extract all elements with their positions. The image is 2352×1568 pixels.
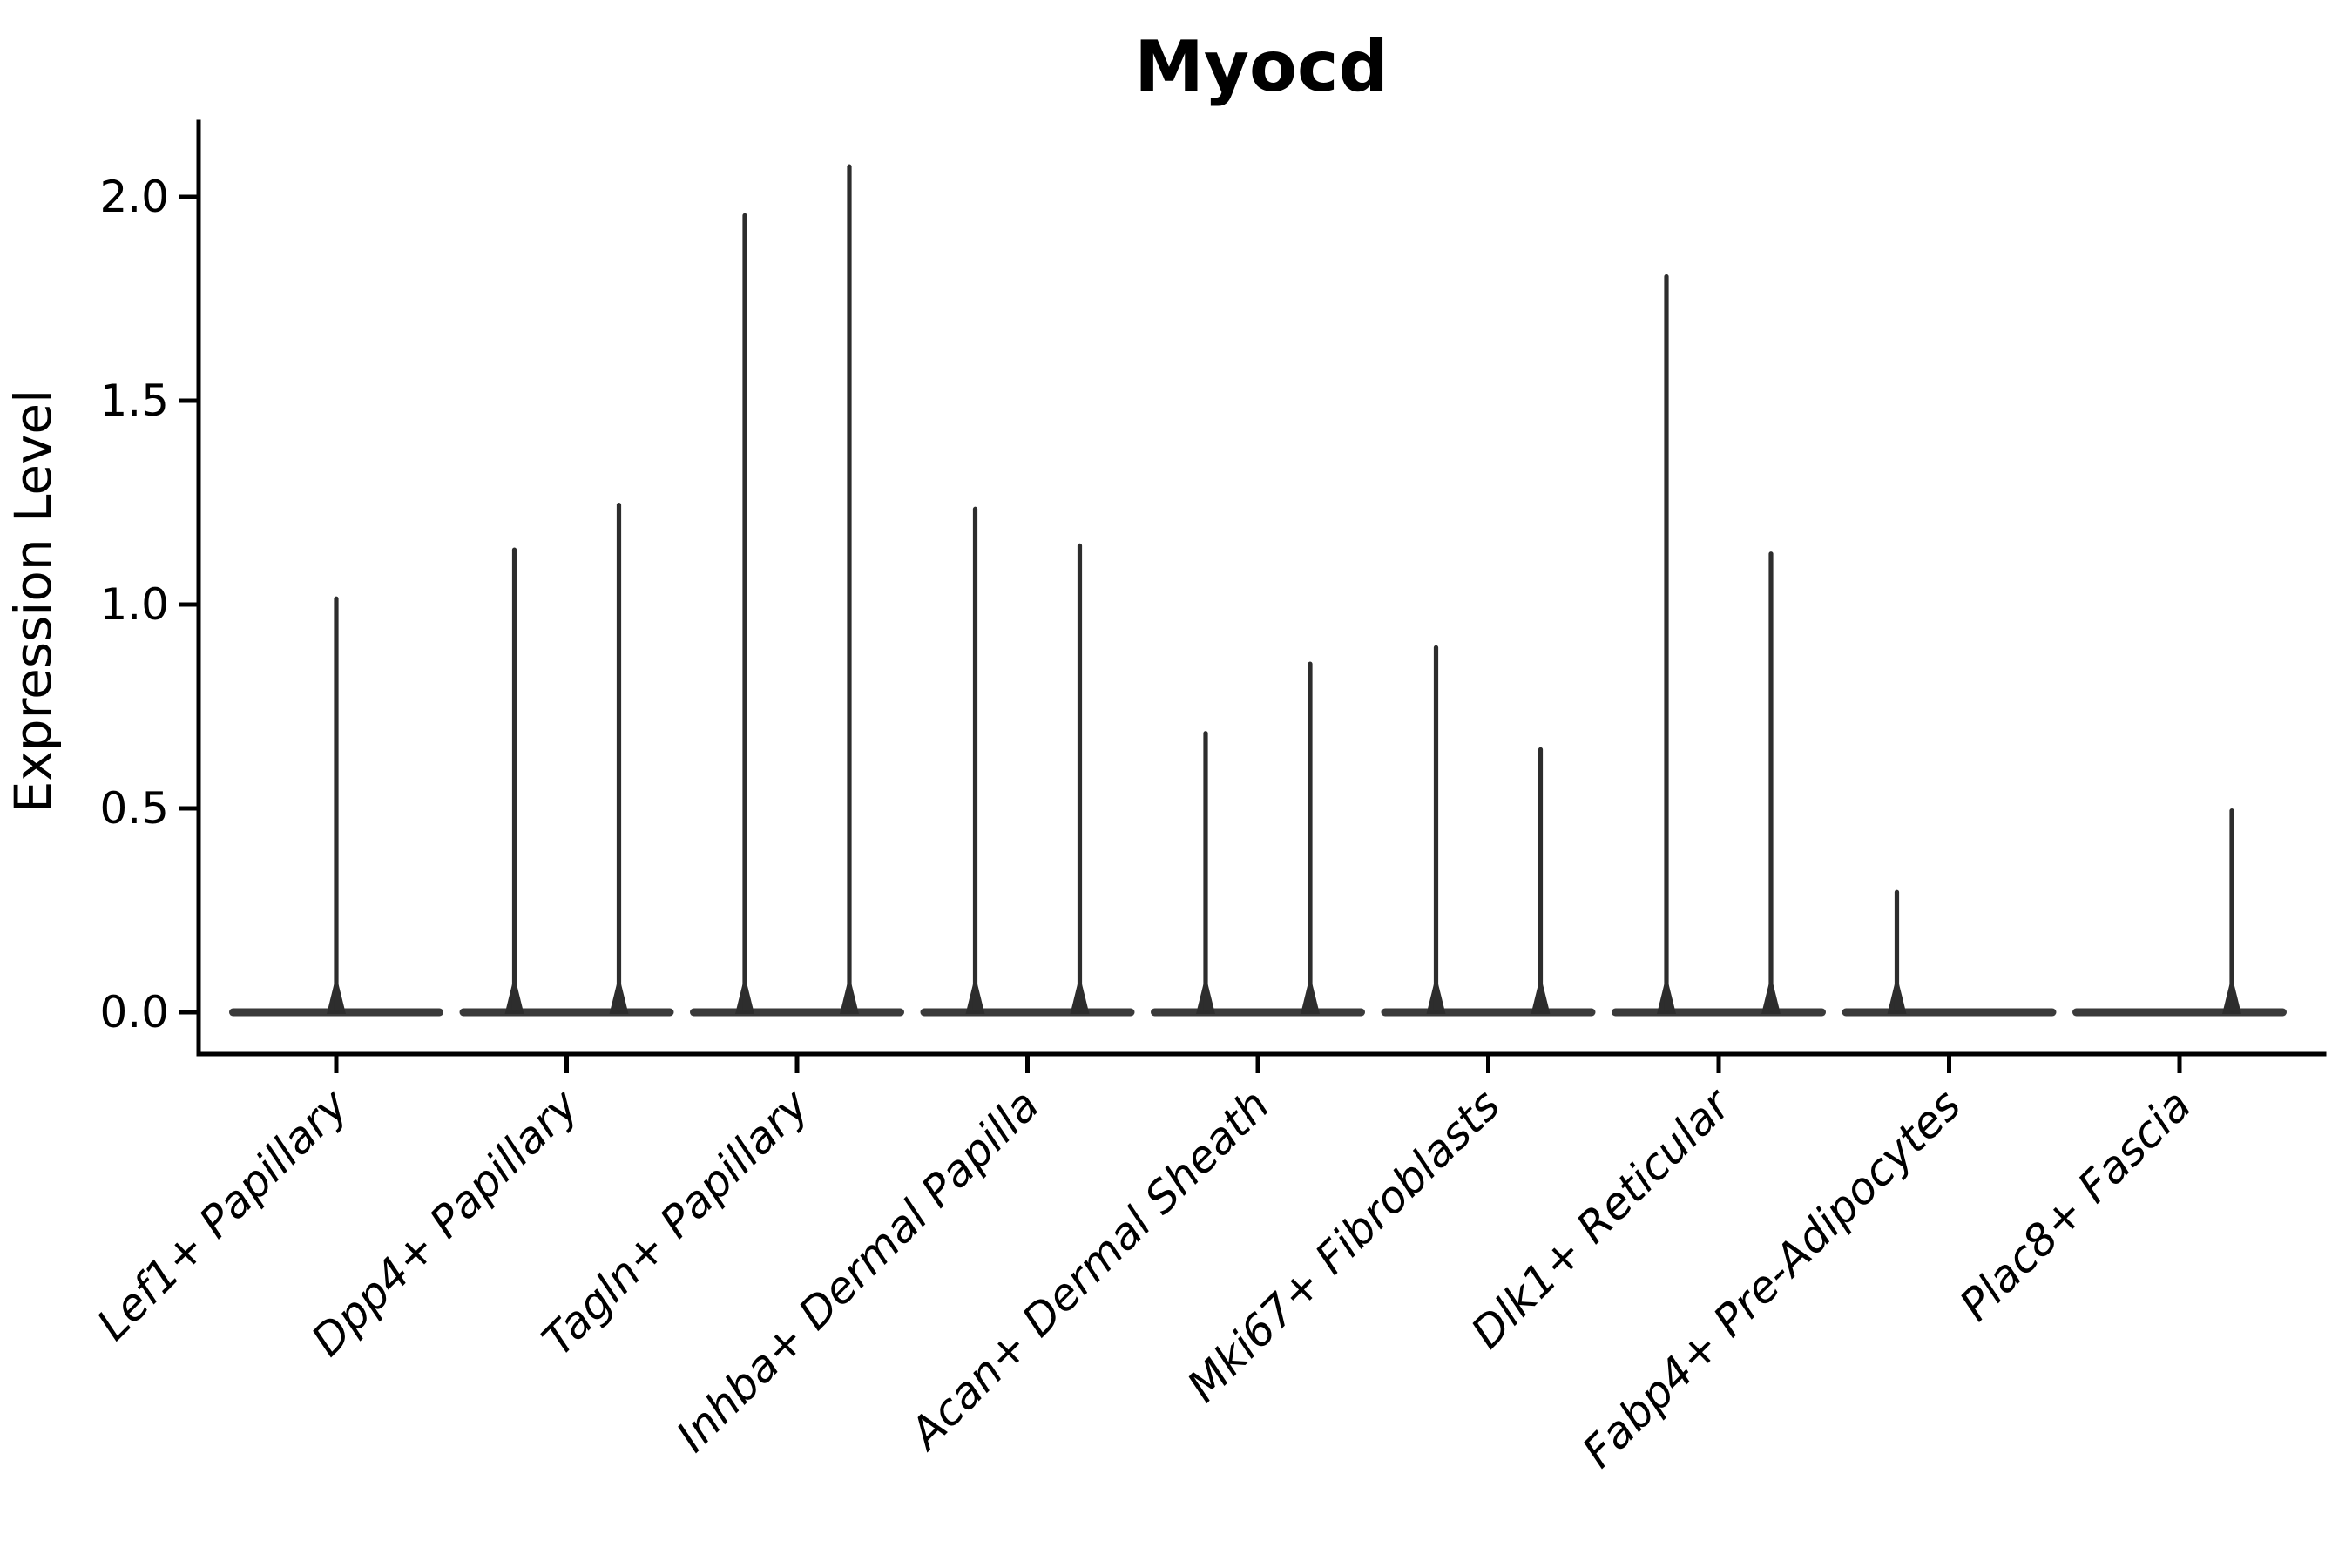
violin-baseline: [1151, 1008, 1365, 1017]
violin-spike: [1308, 661, 1313, 1012]
violin-group: [1612, 274, 1826, 1017]
violin-spike: [1203, 731, 1208, 1012]
y-tick-label: 0.0: [99, 987, 169, 1037]
x-tick-label: Lef1+ Papillary: [87, 1078, 358, 1349]
violin-group: [1151, 661, 1365, 1017]
violin-layer: [229, 164, 2287, 1017]
violin-group: [229, 596, 443, 1017]
y-tick-label: 1.5: [99, 375, 169, 426]
y-tick-label: 0.5: [99, 783, 169, 834]
x-tick-label: Plac8+ Fascia: [1950, 1079, 2201, 1330]
violin-group: [1842, 889, 2057, 1017]
violin-baseline: [920, 1008, 1135, 1017]
y-tick-label: 2.0: [99, 172, 169, 222]
x-tick-label: Inhba+ Dermal Papilla: [667, 1079, 1049, 1461]
violin-group: [1381, 645, 1596, 1017]
violin-baseline: [2072, 1008, 2287, 1017]
violin-group: [920, 506, 1135, 1017]
violin-spike: [2229, 808, 2234, 1012]
violin-spike: [1664, 274, 1669, 1012]
violin-spike: [334, 596, 339, 1012]
violin-group: [2072, 808, 2287, 1017]
violin-spike: [1538, 747, 1544, 1012]
violin-spike: [616, 503, 622, 1012]
violin-spike: [1433, 645, 1439, 1012]
violin-group: [459, 503, 674, 1017]
violin-baseline: [690, 1008, 904, 1017]
x-tick-label: Fabp4+ Pre-Adipocytes: [1572, 1079, 1970, 1477]
violin-spike: [742, 213, 747, 1013]
violin-spike: [972, 506, 978, 1012]
violin-group: [690, 164, 904, 1017]
violin-baseline: [1842, 1008, 2057, 1017]
y-tick-label: 1.0: [99, 579, 169, 630]
violin-baseline: [1381, 1008, 1596, 1017]
violin-baseline: [1612, 1008, 1826, 1017]
violin-spike: [847, 164, 852, 1012]
violin-spike: [511, 547, 517, 1012]
violin-spike: [1768, 551, 1774, 1012]
violin-spike: [1077, 543, 1083, 1012]
y-axis-label: Expression Level: [3, 389, 63, 813]
violin-baseline: [459, 1008, 674, 1017]
violin-spike: [1894, 889, 1900, 1012]
chart-title: Myocd: [1134, 26, 1388, 107]
